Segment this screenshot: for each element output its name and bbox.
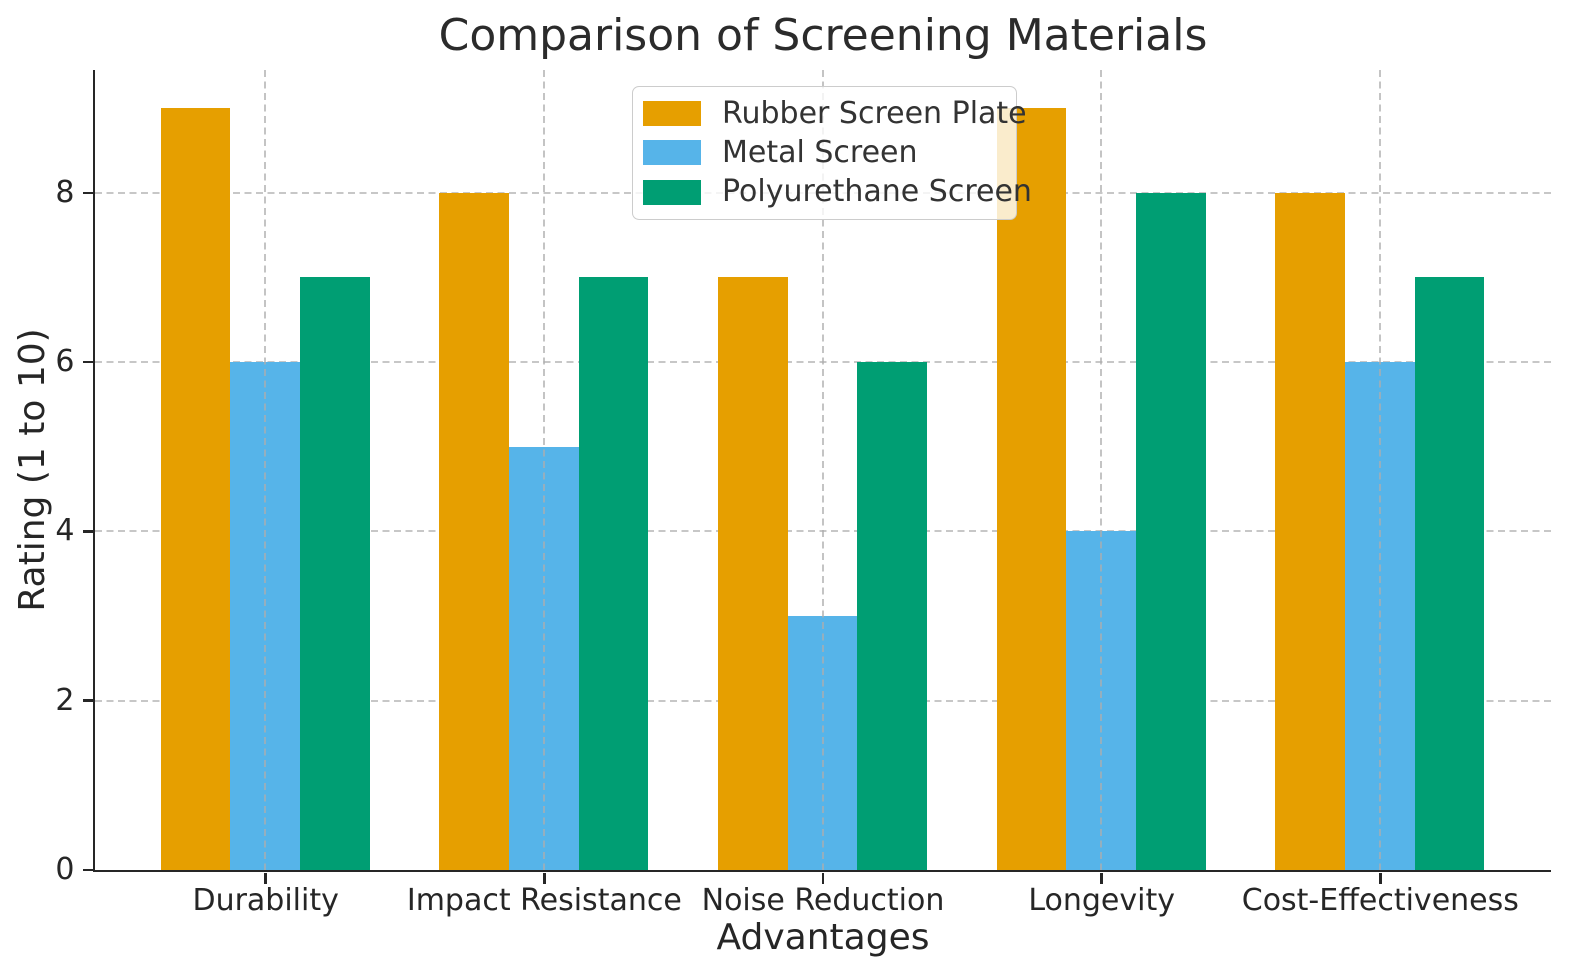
legend-label-polyurethane-screen: Polyurethane Screen: [722, 174, 1032, 210]
y-tick-mark-6: [82, 360, 95, 364]
bar-rubber-screen-plate-longevity: [996, 108, 1067, 870]
gridline-x-cost-effectiveness: [1378, 70, 1381, 870]
legend-entry-polyurethane-screen: Polyurethane Screen: [643, 175, 1032, 209]
x-tick-label-longevity: Longevity: [1028, 883, 1175, 918]
bar-polyurethane-screen-durability: [300, 277, 370, 870]
legend-label-metal-screen: Metal Screen: [722, 134, 918, 170]
bar-rubber-screen-plate-noise-reduction: [718, 277, 788, 870]
legend-swatch-metal-screen: [643, 140, 701, 166]
x-tick-mark-noise-reduction: [821, 872, 825, 884]
x-tick-label-impact-resistance: Impact Resistance: [406, 883, 682, 918]
legend-entry-rubber-screen-plate: Rubber Screen Plate: [643, 96, 1027, 131]
bar-polyurethane-screen-noise-reduction: [857, 362, 927, 870]
y-tick-label-4: 4: [55, 513, 75, 549]
bar-rubber-screen-plate-durability: [160, 108, 231, 870]
gridline-x-longevity: [1100, 70, 1103, 870]
x-tick-mark-durability: [264, 872, 267, 884]
legend-swatch-polyurethane-screen: [643, 179, 701, 205]
y-tick-label-0: 0: [55, 852, 75, 887]
chart-title: Comparison of Screening Materials: [438, 10, 1208, 61]
x-axis-label: Advantages: [716, 917, 930, 958]
y-tick-mark-8: [82, 191, 95, 194]
y-tick-mark-0: [82, 868, 95, 872]
bars-layer: [95, 70, 1551, 870]
bar-rubber-screen-plate-impact-resistance: [439, 192, 509, 870]
x-tick-mark-longevity: [1100, 872, 1103, 884]
x-tick-mark-cost-effectiveness: [1379, 872, 1382, 884]
legend-label-rubber-screen-plate: Rubber Screen Plate: [722, 95, 1027, 131]
bar-polyurethane-screen-impact-resistance: [578, 277, 649, 870]
x-tick-label-noise-reduction: Noise Reduction: [701, 883, 945, 918]
x-tick-label-durability: Durability: [192, 883, 339, 918]
legend: Rubber Screen Plate Metal Screen Polyureth…: [632, 86, 1032, 220]
y-tick-label-8: 8: [55, 174, 75, 210]
bar-rubber-screen-plate-cost-effectiveness: [1275, 192, 1345, 870]
y-tick-mark-4: [82, 530, 95, 533]
gridline-x-durability: [264, 70, 267, 870]
x-tick-mark-impact-resistance: [543, 872, 546, 884]
y-tick-mark-2: [82, 699, 95, 702]
legend-entry-metal-screen: Metal Screen: [643, 134, 1006, 170]
y-tick-label-6: 6: [55, 344, 75, 380]
legend-swatch-rubber-screen-plate: [643, 101, 701, 127]
y-tick-label-2: 2: [55, 682, 75, 718]
gridline-x-impact-resistance: [542, 70, 545, 870]
bar-polyurethane-screen-longevity: [1135, 192, 1206, 870]
gridline-x-noise-reduction: [821, 70, 824, 870]
x-tick-label-cost-effectiveness: Cost-Effectiveness: [1241, 883, 1519, 918]
bar-polyurethane-screen-cost-effectiveness: [1414, 277, 1485, 870]
vertical-gridlines-layer: [95, 70, 1551, 870]
plot-area: [92, 70, 1551, 872]
